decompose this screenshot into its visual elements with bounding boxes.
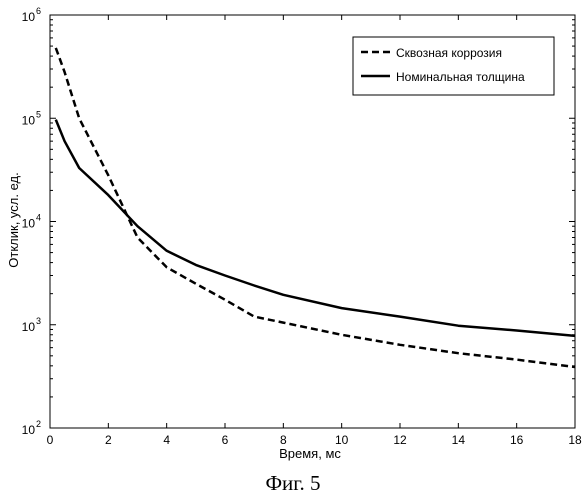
y-tick-exponent: 2 [36,419,41,429]
y-tick-label: 10 [22,217,36,231]
x-tick-label: 14 [452,433,466,447]
y-tick-label: 10 [22,113,36,127]
y-tick-exponent: 4 [36,213,41,223]
figure-caption: Фиг. 5 [265,471,320,495]
x-tick-label: 8 [280,433,287,447]
y-tick-label: 10 [22,320,36,334]
x-tick-label: 6 [222,433,229,447]
y-tick-exponent: 3 [36,316,41,326]
y-tick-exponent: 6 [36,6,41,16]
y-axis-label: Отклик, усл. ед. [6,172,21,267]
x-tick-label: 0 [47,433,54,447]
x-tick-label: 4 [163,433,170,447]
y-tick-exponent: 5 [36,109,41,119]
legend-entry-label: Номинальная толщина [396,70,525,84]
legend-entry-label: Сквозная коррозия [396,46,502,60]
x-tick-label: 16 [510,433,524,447]
x-tick-label: 2 [105,433,112,447]
legend: Сквозная коррозия Номинальная толщина [353,37,554,95]
x-tick-label: 12 [393,433,407,447]
x-axis-label: Время, мс [279,446,341,461]
y-tick-label: 10 [22,10,36,24]
y-tick-label: 10 [22,423,36,437]
x-tick-label: 18 [568,433,582,447]
x-tick-label: 10 [335,433,349,447]
